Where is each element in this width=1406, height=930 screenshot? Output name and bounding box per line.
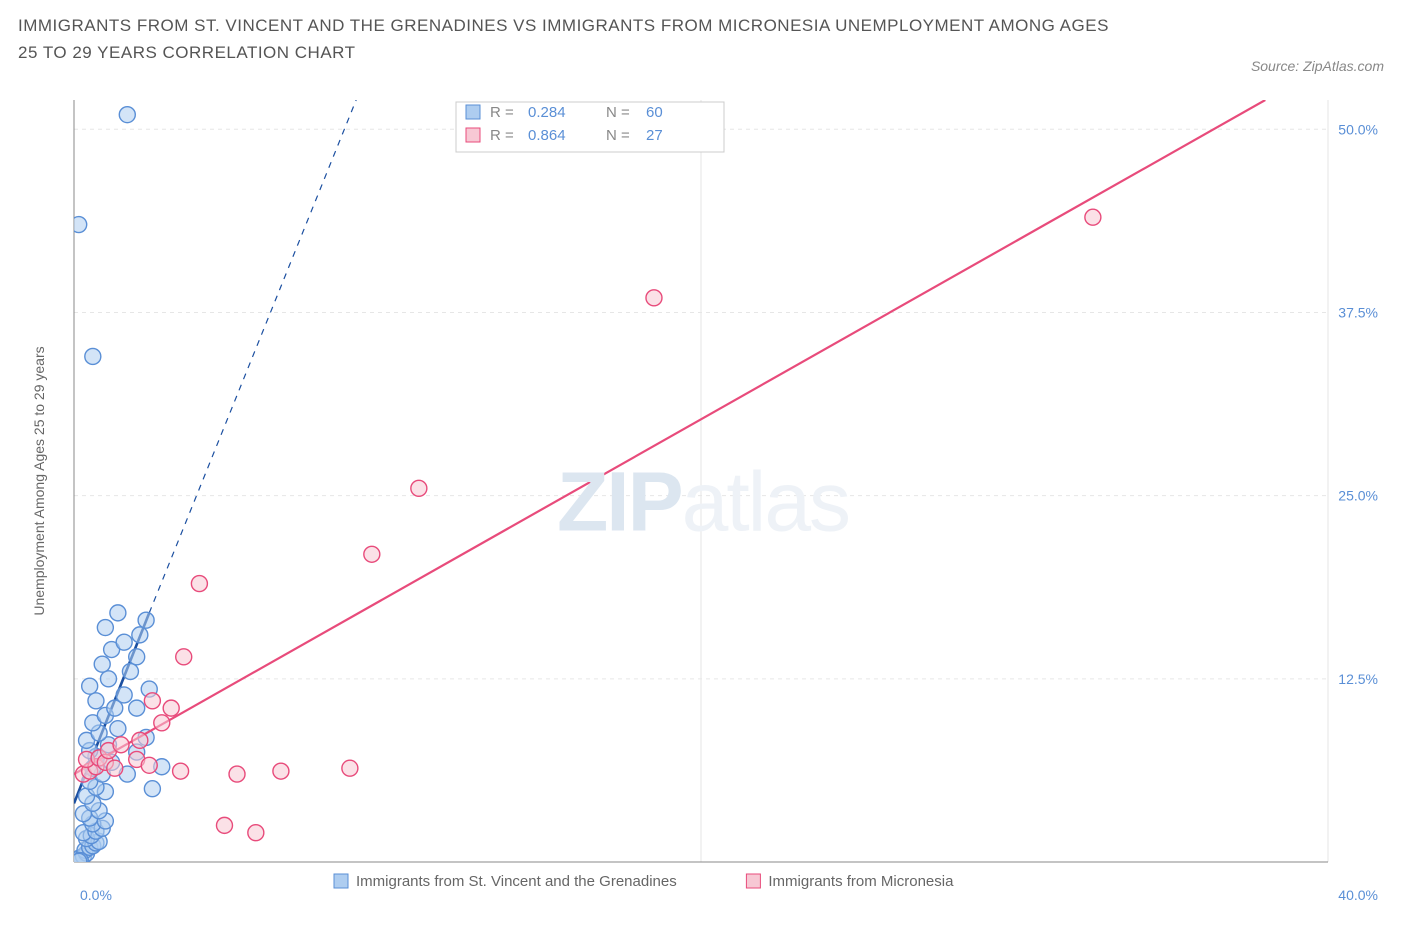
- stats-n-value: 27: [646, 127, 663, 144]
- scatter-point-mic: [229, 766, 245, 782]
- y-tick-label: 12.5%: [1338, 671, 1378, 687]
- scatter-point-svg: [122, 664, 138, 680]
- y-tick-label: 50.0%: [1338, 121, 1378, 137]
- scatter-point-mic: [646, 290, 662, 306]
- source-label: Source:: [1251, 58, 1299, 74]
- scatter-point-svg: [132, 627, 148, 643]
- correlation-scatter-chart: 12.5% 25.0% 37.5% 50.0% 0.0% 40.0% Unemploymen…: [18, 92, 1388, 912]
- scatter-point-mic: [107, 760, 123, 776]
- scatter-point-svg: [110, 605, 126, 621]
- scatter-point-mic: [154, 715, 170, 731]
- scatter-point-mic: [411, 480, 427, 496]
- x-tick-label: 0.0%: [80, 887, 112, 903]
- scatter-point-mic: [342, 760, 358, 776]
- scatter-point-mic: [144, 693, 160, 709]
- scatter-point-svg: [119, 107, 135, 123]
- scatter-point-mic: [364, 546, 380, 562]
- scatter-point-svg: [110, 721, 126, 737]
- scatter-point-svg: [116, 687, 132, 703]
- scatter-point-svg: [88, 693, 104, 709]
- stats-swatch: [466, 128, 480, 142]
- chart-container: ZIPatlas 12.5%25.0%37.5%50.0%0.0%40.0%Un…: [18, 92, 1388, 912]
- scatter-point-svg: [71, 217, 87, 233]
- x-tick-label: 40.0%: [1338, 887, 1378, 903]
- stats-r-label: R =: [490, 127, 514, 144]
- legend-label: Immigrants from Micronesia: [768, 873, 954, 890]
- scatter-point-svg: [71, 853, 87, 869]
- scatter-point-mic: [191, 576, 207, 592]
- scatter-point-mic: [176, 649, 192, 665]
- stats-r-value: 0.284: [528, 104, 566, 121]
- scatter-point-mic: [163, 700, 179, 716]
- legend-swatch: [334, 874, 348, 888]
- scatter-point-svg: [144, 781, 160, 797]
- scatter-point-svg: [94, 656, 110, 672]
- y-tick-label: 37.5%: [1338, 304, 1378, 320]
- scatter-point-svg: [82, 678, 98, 694]
- stats-r-label: R =: [490, 104, 514, 121]
- chart-title: IMMIGRANTS FROM ST. VINCENT AND THE GREN…: [18, 12, 1118, 66]
- stats-n-value: 60: [646, 104, 663, 121]
- source-attribution: Source: ZipAtlas.com: [1251, 58, 1384, 74]
- scatter-point-svg: [97, 620, 113, 636]
- scatter-point-mic: [141, 757, 157, 773]
- stats-r-value: 0.864: [528, 127, 566, 144]
- trend-line-dash-svg: [149, 100, 356, 613]
- scatter-point-mic: [216, 817, 232, 833]
- legend-swatch: [746, 874, 760, 888]
- trend-line-mic: [74, 100, 1265, 774]
- legend-label: Immigrants from St. Vincent and the Gren…: [356, 873, 677, 890]
- scatter-point-mic: [273, 763, 289, 779]
- scatter-point-mic: [248, 825, 264, 841]
- scatter-point-svg: [100, 671, 116, 687]
- source-value: ZipAtlas.com: [1303, 58, 1384, 74]
- y-axis-label: Unemployment Among Ages 25 to 29 years: [31, 346, 47, 615]
- header: IMMIGRANTS FROM ST. VINCENT AND THE GREN…: [18, 12, 1388, 66]
- scatter-point-svg: [138, 612, 154, 628]
- scatter-point-svg: [129, 649, 145, 665]
- scatter-point-svg: [116, 634, 132, 650]
- scatter-point-mic: [1085, 209, 1101, 225]
- scatter-point-svg: [129, 700, 145, 716]
- scatter-point-svg: [85, 348, 101, 364]
- scatter-point-mic: [132, 732, 148, 748]
- y-tick-label: 25.0%: [1338, 488, 1378, 504]
- scatter-point-mic: [173, 763, 189, 779]
- scatter-point-mic: [113, 737, 129, 753]
- stats-swatch: [466, 105, 480, 119]
- stats-n-label: N =: [606, 104, 630, 121]
- stats-n-label: N =: [606, 127, 630, 144]
